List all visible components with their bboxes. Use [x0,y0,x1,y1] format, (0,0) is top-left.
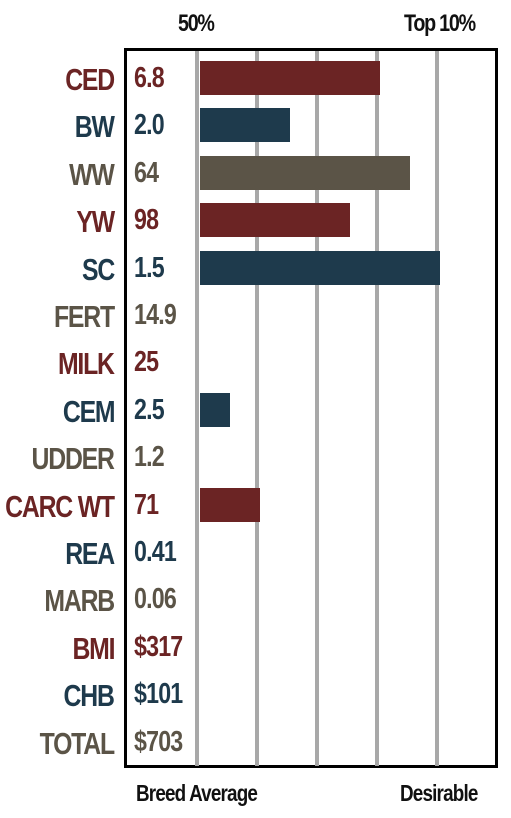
trait-row: MARB 0.06 [0,577,511,621]
trait-value: $703 [134,725,183,758]
trait-label: SC [81,251,115,287]
trait-value: 64 [134,156,159,189]
trait-label: CARC WT [5,488,115,524]
trait-label: UDDER [31,441,115,477]
trait-row: REA 0.41 [0,530,511,574]
trait-bar [200,61,380,95]
trait-label: TOTAL [39,725,116,761]
trait-row: CHB $101 [0,672,511,716]
trait-label: REA [65,536,115,571]
trait-bar [200,203,350,238]
trait-value: 98 [134,204,159,237]
trait-row: UDDER 1.2 [0,435,511,479]
trait-bar [200,250,440,285]
trait-bar [200,155,410,190]
trait-value: 6.8 [134,62,165,94]
trait-value: 2.0 [134,109,165,142]
trait-label: CED [65,62,115,97]
trait-row: MILK 25 [0,340,511,384]
trait-value: 25 [134,346,159,379]
trait-row: WW 64 [0,151,511,195]
trait-row: FERT 14.9 [0,293,511,337]
trait-label: MILK [58,346,115,382]
footer-breed-average-label: Breed Average [136,780,258,806]
trait-value: 1.5 [134,251,165,284]
trait-row: BW 2.0 [0,103,511,147]
trait-row: CARC WT 71 [0,483,511,527]
trait-bar [200,487,260,522]
trait-value: 0.06 [134,583,177,616]
trait-label: YW [76,204,115,240]
trait-row: CEM 2.5 [0,388,511,432]
trait-row: BMI $317 [0,625,511,669]
trait-row: YW 98 [0,198,511,242]
trait-row: TOTAL $703 [0,720,511,764]
trait-label: BMI [72,630,115,666]
trait-value: 2.5 [134,393,165,426]
trait-value: 1.2 [134,441,165,474]
trait-label: WW [69,156,116,192]
trait-value: $317 [134,630,183,663]
trait-bar [200,108,290,143]
trait-value: 71 [134,488,159,521]
trait-label: FERT [54,299,115,334]
chart-frame [124,48,498,768]
trait-value: 0.41 [134,536,177,568]
trait-label: CEM [62,393,115,429]
trait-label: CHB [63,678,115,714]
trait-row: SC 1.5 [0,246,511,290]
trait-value: 14.9 [134,299,177,331]
trait-label: MARB [44,583,115,619]
header-50-percent-label: 50% [178,10,215,37]
trait-bar [200,392,230,427]
trait-row: CED 6.8 [0,56,511,100]
footer-desirable-label: Desirable [400,780,478,806]
trait-value: $101 [134,678,183,711]
trait-label: BW [75,109,115,145]
header-top-10-label: Top 10% [404,10,476,37]
